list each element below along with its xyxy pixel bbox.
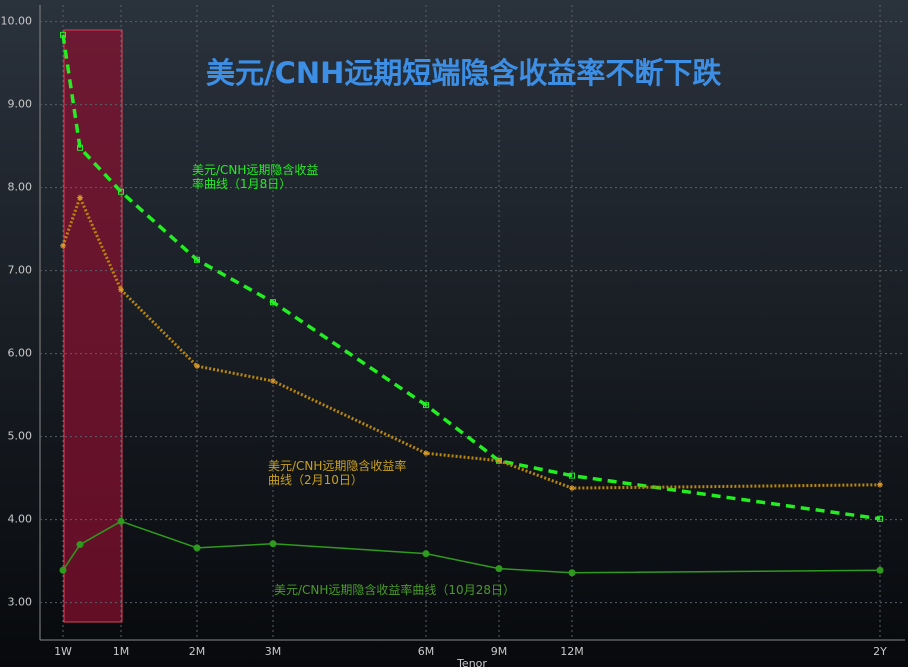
marker bbox=[118, 286, 124, 293]
highlight-box bbox=[63, 29, 123, 623]
x-tick-label: 2M bbox=[189, 645, 206, 658]
y-tick-label: 6.00 bbox=[8, 347, 33, 360]
y-tick-label: 4.00 bbox=[8, 513, 33, 526]
marker bbox=[76, 541, 84, 549]
x-tick-label: 1M bbox=[113, 645, 130, 658]
chart-title: 美元/CNH远期短端隐含收益率不断下跌 bbox=[206, 56, 722, 90]
marker bbox=[194, 363, 200, 370]
series-label: 美元/CNH远期隐含收益率曲线（1月8日） bbox=[192, 163, 319, 191]
marker bbox=[193, 544, 201, 552]
y-tick-label: 10.00 bbox=[1, 15, 33, 28]
marker bbox=[568, 569, 576, 577]
marker bbox=[422, 550, 430, 558]
series-line bbox=[61, 34, 881, 521]
series-label: 美元/CNH远期隐含收益率曲线（2月10日） bbox=[268, 459, 407, 487]
series-label: 美元/CNH远期隐含收益率曲线（10月28日） bbox=[274, 583, 515, 597]
y-tick-label: 5.00 bbox=[8, 430, 33, 443]
x-tick-label: 12M bbox=[560, 645, 584, 658]
y-tick-label: 9.00 bbox=[8, 98, 33, 111]
marker bbox=[270, 299, 276, 306]
marker bbox=[495, 565, 503, 573]
marker bbox=[269, 540, 277, 548]
marker bbox=[117, 517, 125, 525]
marker bbox=[60, 242, 66, 249]
x-tick-label: 3M bbox=[265, 645, 282, 658]
marker bbox=[77, 194, 83, 201]
marker bbox=[59, 566, 67, 574]
x-tick-label: 9M bbox=[491, 645, 508, 658]
marker bbox=[270, 378, 276, 385]
x-axis-title: Tenor bbox=[456, 657, 487, 667]
marker bbox=[876, 566, 884, 574]
x-tick-label: 6M bbox=[418, 645, 435, 658]
marker bbox=[569, 485, 575, 492]
x-tick-label: 1W bbox=[54, 645, 72, 658]
marker bbox=[423, 450, 429, 457]
y-tick-label: 8.00 bbox=[8, 181, 33, 194]
y-tick-label: 7.00 bbox=[8, 264, 33, 277]
marker bbox=[877, 481, 883, 488]
y-tick-label: 3.00 bbox=[8, 596, 33, 609]
marker bbox=[77, 144, 83, 151]
marker bbox=[118, 188, 124, 195]
x-tick-label: 2Y bbox=[873, 645, 887, 658]
marker bbox=[496, 457, 502, 464]
marker bbox=[60, 31, 66, 38]
marker bbox=[194, 256, 200, 263]
marker bbox=[877, 515, 883, 522]
marker bbox=[569, 472, 575, 479]
marker bbox=[423, 402, 429, 409]
